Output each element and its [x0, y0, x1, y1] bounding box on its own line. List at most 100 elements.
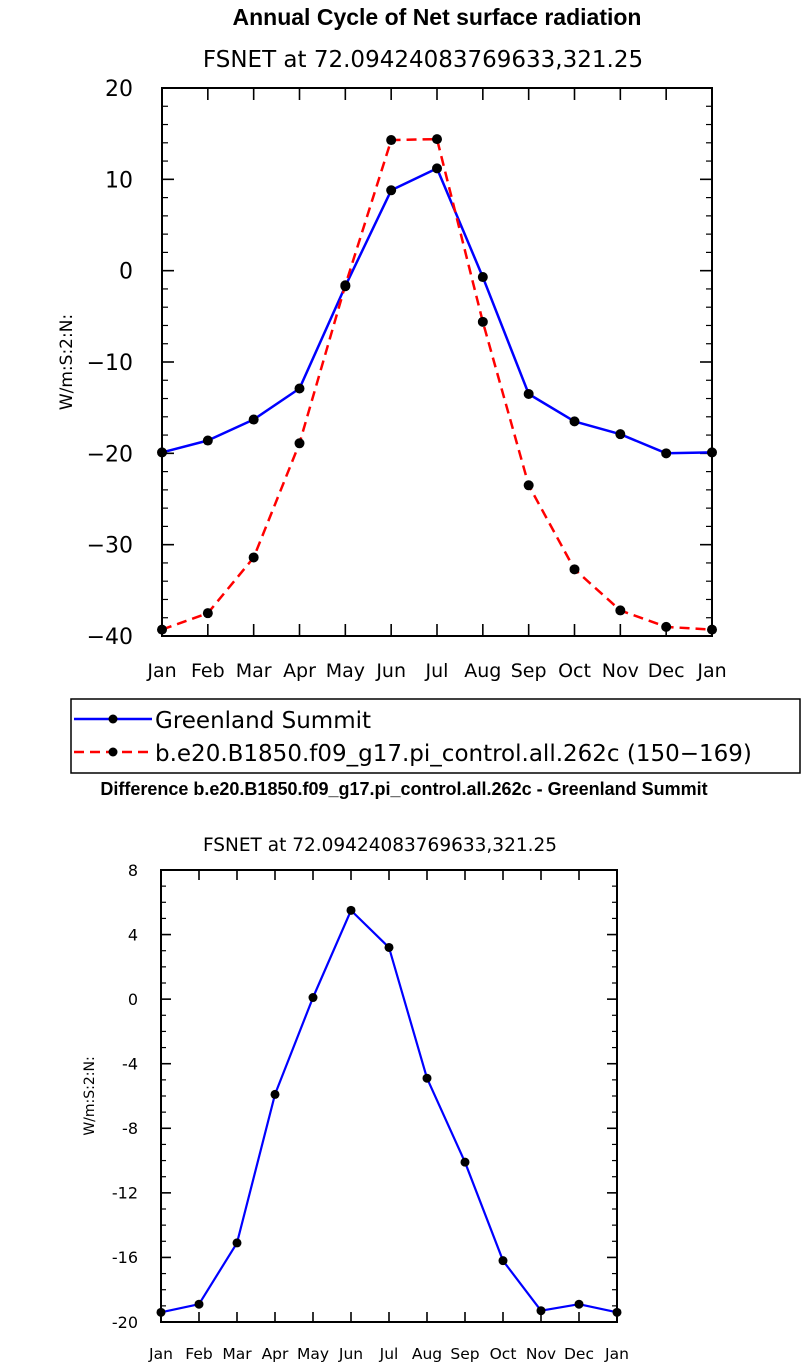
x-tick-label: Dec [564, 1345, 594, 1363]
data-point-model [615, 605, 626, 616]
y-tick-label: 0 [119, 260, 133, 285]
x-tick-label: Aug [412, 1345, 442, 1363]
data-point-greenland-summit [569, 416, 580, 427]
data-point-difference [156, 1307, 166, 1317]
x-tick-label: May [297, 1345, 329, 1363]
data-point-model [569, 564, 580, 575]
y-tick-label: −10 [87, 351, 133, 376]
x-tick-label: Mar [236, 660, 272, 682]
difference-chart: Difference b.e20.B1850.f09_g17.pi_contro… [82, 779, 708, 1363]
legend: Greenland Summit b.e20.B1850.f09_g17.pi_… [70, 698, 801, 774]
x-tick-label: Sep [450, 1345, 479, 1363]
data-point-greenland-summit [294, 383, 305, 394]
annual-cycle-chart: Annual Cycle of Net surface radiation FS… [57, 4, 727, 682]
x-tick-label: Oct [490, 1345, 517, 1363]
y-tick-label: 10 [105, 168, 133, 193]
data-point-difference [574, 1299, 584, 1309]
chart2-y-axis-label: W/m:S:2:N: [82, 1056, 98, 1135]
data-point-difference [194, 1299, 204, 1309]
data-point-difference [498, 1256, 508, 1266]
y-tick-label: 20 [105, 77, 133, 102]
y-tick-label: −20 [87, 442, 133, 467]
data-point-model [661, 621, 672, 632]
x-tick-label: Jun [375, 660, 406, 682]
y-tick-label: 0 [128, 990, 138, 1009]
data-point-difference [232, 1238, 242, 1248]
x-tick-label: Jul [379, 1345, 399, 1363]
chart2-ticks [160, 869, 618, 1323]
data-point-greenland-summit [202, 435, 213, 446]
y-tick-label: 4 [128, 925, 138, 944]
y-tick-label: -4 [122, 1054, 138, 1073]
x-tick-label: Jul [425, 660, 449, 682]
x-tick-label: Apr [262, 1345, 289, 1363]
chart1-y-axis-label: W/m:S:2:N: [57, 314, 77, 410]
x-tick-label: Jan [146, 660, 176, 682]
data-point-difference [612, 1307, 622, 1317]
chart2-subtitle: FSNET at 72.09424083769633,321.25 [203, 835, 557, 856]
data-point-model [477, 316, 488, 327]
data-point-difference [422, 1073, 432, 1083]
chart2-title: Difference b.e20.B1850.f09_g17.pi_contro… [100, 779, 707, 799]
data-point-model [707, 624, 717, 635]
data-point-difference [460, 1157, 470, 1167]
y-tick-label: -16 [112, 1248, 138, 1267]
chart1-title: Annual Cycle of Net surface radiation [233, 4, 642, 30]
chart1-subtitle: FSNET at 72.09424083769633,321.25 [203, 47, 643, 73]
data-point-model [294, 438, 305, 449]
x-tick-label: Jan [696, 660, 726, 682]
x-tick-label: Nov [526, 1345, 556, 1363]
data-point-model [523, 480, 534, 491]
data-point-difference [270, 1089, 280, 1099]
y-tick-label: -20 [112, 1313, 138, 1332]
y-tick-label: −40 [87, 625, 133, 650]
x-tick-label: Oct [558, 660, 591, 682]
x-tick-label: May [326, 660, 365, 682]
chart1-tick-labels: 20 10 0 −10 −20 −30 −40 Jan Feb Mar Apr May Jun Jul Au… [87, 77, 727, 682]
x-tick-label: Dec [648, 660, 685, 682]
data-point-greenland-summit [386, 185, 397, 196]
legend-label-greenland: Greenland Summit [155, 708, 371, 734]
legend-marker-greenland [108, 714, 118, 724]
legend-label-model: b.e20.B1850.f09_g17.pi_control.all.262c … [155, 741, 752, 767]
data-point-greenland-summit [477, 272, 488, 283]
x-tick-label: Jun [338, 1345, 363, 1363]
data-point-difference [308, 993, 318, 1003]
data-point-model [386, 135, 397, 146]
data-point-model [157, 624, 167, 635]
x-tick-label: Jan [148, 1345, 173, 1363]
series-line-greenland-summit [161, 167, 713, 455]
legend-box [70, 698, 801, 774]
chart2-series [156, 905, 622, 1317]
series-line-model [161, 137, 713, 631]
y-tick-label: -8 [122, 1119, 138, 1138]
y-tick-label: 8 [128, 861, 138, 880]
x-tick-label: Jan [604, 1345, 629, 1363]
data-point-greenland-summit [432, 163, 442, 174]
data-point-greenland-summit [523, 388, 534, 399]
chart1-series [157, 134, 717, 635]
x-tick-label: Apr [283, 660, 316, 682]
series-line-difference [160, 909, 618, 1314]
x-tick-label: Feb [185, 1345, 212, 1363]
x-tick-label: Nov [602, 660, 639, 682]
y-tick-label: −30 [87, 534, 133, 559]
y-tick-label: -12 [112, 1184, 138, 1203]
data-point-model [432, 134, 442, 145]
data-point-difference [536, 1306, 546, 1316]
legend-marker-model [108, 747, 118, 757]
data-point-greenland-summit [707, 447, 717, 458]
data-point-greenland-summit [661, 448, 672, 459]
x-tick-label: Feb [191, 660, 225, 682]
data-point-greenland-summit [248, 414, 259, 425]
data-point-difference [384, 942, 394, 952]
data-point-model [202, 608, 213, 619]
x-tick-label: Mar [222, 1345, 252, 1363]
x-tick-label: Sep [511, 660, 547, 682]
data-point-difference [346, 905, 356, 915]
chart2-tick-labels: 8 4 0 -4 -8 -12 -16 -20 Jan Feb Mar Apr May Jun Jul Aug… [112, 861, 629, 1363]
data-point-model [248, 552, 259, 563]
data-point-greenland-summit [615, 429, 626, 440]
x-tick-label: Aug [464, 660, 501, 682]
